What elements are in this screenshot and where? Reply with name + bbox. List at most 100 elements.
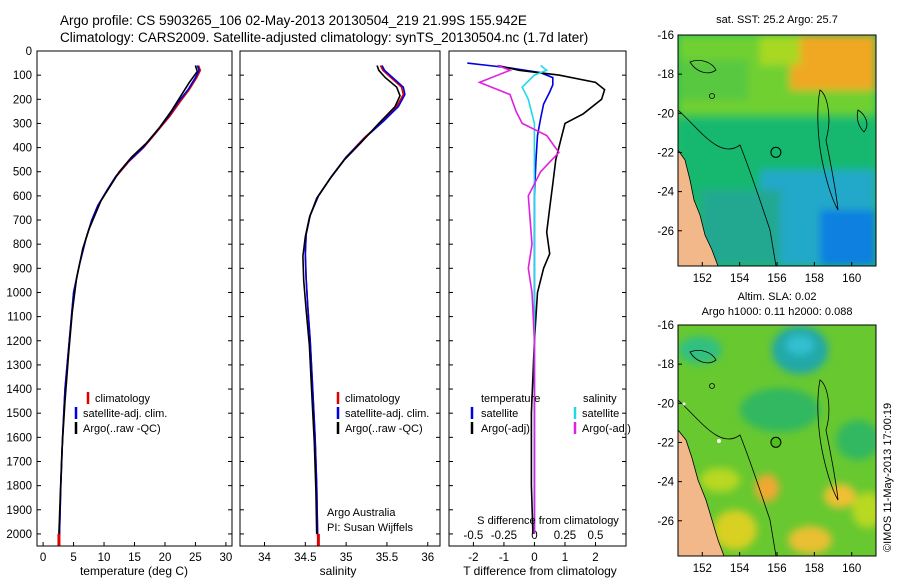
series-line: [58, 65, 199, 534]
s-tick-label: 0.25: [554, 530, 576, 542]
s-tick-label: -0.5: [463, 530, 483, 542]
sst-map-ticks: -16 -18 -20 -22 -24 -26 152 154 156 158 160: [657, 30, 861, 285]
difference-panel: -2 -1 0 1 2 -0.5 -0.25 0 0.25 0.5 S difference fr…: [448, 50, 631, 578]
lon-tick-label: 152: [693, 273, 712, 285]
temperature-axis-label: temperature (deg C): [80, 564, 188, 578]
legend-title-temperature: temperature: [481, 393, 540, 405]
legend-s-argo: Argo(-adj): [582, 423, 631, 435]
temperature-ticks: 0 5 10 15 20 25 30: [40, 542, 232, 564]
x-tick-label: 36: [421, 552, 434, 564]
x-tick-label: 5: [70, 552, 76, 564]
lat-tick-label: -20: [657, 108, 674, 120]
x-tick-label: 25: [189, 552, 202, 564]
lat-tick-label: -20: [657, 398, 674, 410]
difference-ticks: -2 -1 0 1 2 -0.5 -0.25 0 0.25 0.5: [463, 530, 603, 564]
sst-argo-position-marker: [770, 146, 782, 158]
difference-depth-ticks: [449, 50, 626, 535]
difference-legend: temperature salinity satellite Argo(-adj…: [470, 393, 631, 435]
sla-map-ticks: -16 -18 -20 -22 -24 -26 152 154 156 158 160: [657, 320, 861, 575]
x-tick-label: 34.5: [294, 552, 316, 564]
legend-t-argo: Argo(-adj): [481, 423, 530, 435]
salinity-axis-label: salinity: [320, 564, 357, 578]
legend-climatology: climatology: [95, 393, 151, 405]
x-tick-label: -1: [499, 552, 509, 564]
lat-tick-label: -18: [657, 359, 674, 371]
lon-tick-label: 152: [693, 563, 712, 575]
depth-tick-label: 900: [13, 263, 32, 275]
lon-tick-label: 160: [842, 273, 861, 285]
depth-tick-label: 400: [13, 143, 32, 155]
salinity-plot-frame: [239, 50, 441, 547]
annotation-pi: PI: Susan Wijffels: [327, 522, 413, 534]
x-tick-label: 1: [562, 552, 568, 564]
x-tick-label: 35.5: [376, 552, 398, 564]
lon-tick-label: 156: [767, 273, 786, 285]
depth-tick-label: 2000: [6, 529, 32, 541]
depth-tick-label: 1000: [6, 287, 32, 299]
series-line: [477, 64, 560, 534]
x-tick-label: 15: [128, 552, 141, 564]
x-tick-label: 10: [98, 552, 111, 564]
depth-tick-label: 1200: [6, 336, 32, 348]
s-tick-label: 0.5: [587, 530, 603, 542]
depth-tick-label: 600: [13, 191, 32, 203]
depth-tick-label: 100: [13, 70, 32, 82]
depth-tick-label: 1800: [6, 481, 32, 493]
x-tick-label: 30: [220, 552, 233, 564]
sla-argo-position-marker: [770, 436, 782, 448]
legend-argo: Argo(..raw -QC): [345, 423, 423, 435]
s-tick-label: 0: [531, 530, 537, 542]
lon-tick-label: 160: [842, 563, 861, 575]
temperature-panel: 0100200300400500600700800900100011001200…: [6, 46, 233, 578]
lon-tick-label: 158: [805, 563, 824, 575]
lat-tick-label: -16: [657, 320, 674, 332]
lat-tick-label: -22: [657, 147, 674, 159]
depth-tick-label: 200: [13, 94, 32, 106]
lon-tick-label: 154: [730, 273, 750, 285]
legend-title-salinity: salinity: [583, 393, 617, 405]
lat-tick-label: -26: [657, 516, 674, 528]
legend-climatology: climatology: [345, 393, 401, 405]
x-tick-label: -2: [468, 552, 478, 564]
difference-lines: [467, 62, 606, 534]
depth-tick-label: 1400: [6, 384, 32, 396]
sst-map-panel: sat. SST: 25.2 Argo: 25.7 -16 -18 -20 -22 -2…: [657, 14, 877, 285]
depth-ticks: 0 100 200 300 400 500 600 700 800 900 1000 1100 1200…: [6, 46, 232, 541]
series-line: [302, 65, 401, 534]
depth-tick-label: 0: [26, 46, 32, 58]
legend-satellite: satellite-adj. clim.: [345, 408, 429, 420]
sst-map-title: sat. SST: 25.2 Argo: 25.7: [716, 14, 838, 26]
lat-tick-label: -26: [657, 226, 674, 238]
legend-s-satellite: satellite: [582, 408, 619, 420]
lon-tick-label: 158: [805, 273, 824, 285]
lat-tick-label: -18: [657, 69, 674, 81]
s-difference-label: S difference from climatology: [477, 515, 619, 527]
depth-tick-label: 1600: [6, 432, 32, 444]
depth-tick-label: 1900: [6, 505, 32, 517]
lat-tick-label: -24: [657, 477, 674, 489]
imos-timestamp: ©IMOS 11-May-2013 17:00:19: [882, 403, 894, 552]
depth-tick-label: 500: [13, 167, 32, 179]
lon-tick-label: 154: [730, 563, 750, 575]
salinity-panel: 34 34.5 35 35.5 36 salinity climatology sate…: [239, 50, 441, 578]
sla-map-panel: Altim. SLA: 0.02 Argo h1000: 0.11 h2000:…: [657, 291, 877, 575]
lat-tick-label: -16: [657, 30, 674, 42]
sla-map-subtitle: Argo h1000: 0.11 h2000: 0.088: [702, 306, 853, 318]
x-tick-label: 34: [258, 552, 271, 564]
title-line-1: Argo profile: CS 5903265_106 02-May-2013…: [60, 13, 527, 28]
x-tick-label: 0: [40, 552, 46, 564]
lat-tick-label: -24: [657, 187, 674, 199]
sla-map-title: Altim. SLA: 0.02: [738, 291, 817, 303]
legend-argo: Argo(..raw -QC): [83, 423, 161, 435]
temperature-lines: [57, 65, 202, 546]
depth-tick-label: 800: [13, 239, 32, 251]
temperature-plot-frame: [36, 50, 233, 547]
x-tick-label: 2: [592, 552, 598, 564]
depth-tick-label: 1500: [6, 408, 32, 420]
lon-tick-label: 156: [767, 563, 786, 575]
salinity-lines: [302, 65, 406, 546]
legend-satellite: satellite-adj. clim.: [83, 408, 167, 420]
s-tick-label: -0.25: [491, 530, 517, 542]
title-line-2: Climatology: CARS2009. Satellite-adjuste…: [60, 30, 588, 45]
